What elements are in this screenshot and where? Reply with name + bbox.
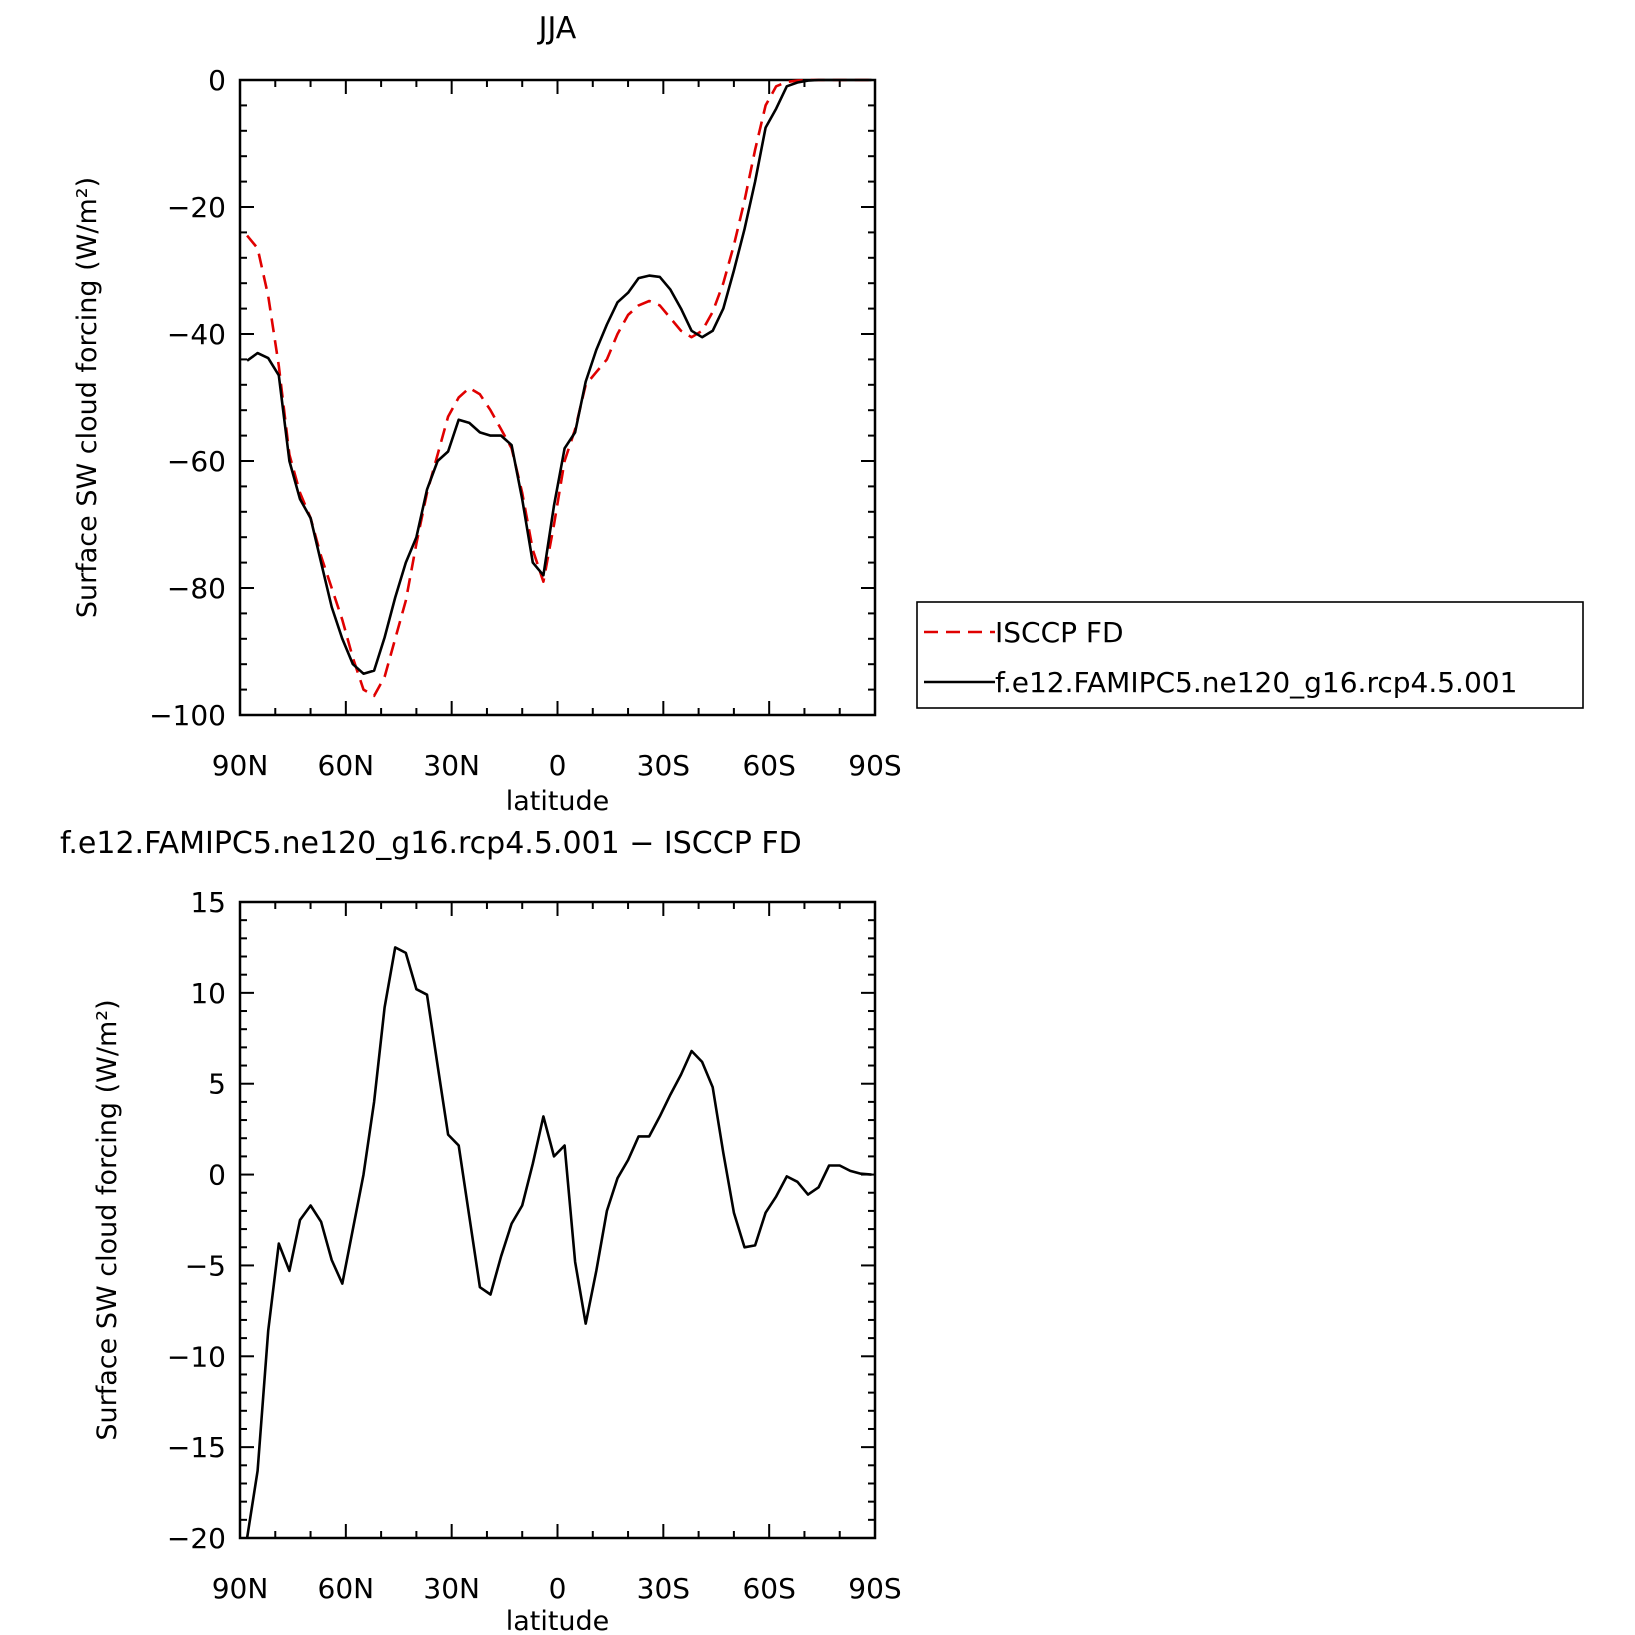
legend-label: f.e12.FAMIPC5.ne120_g16.rcp4.5.001 xyxy=(995,666,1517,699)
x-tick-label: 0 xyxy=(549,749,567,782)
y-tick-label: 5 xyxy=(208,1068,226,1101)
y-tick-label: −5 xyxy=(185,1249,226,1282)
x-tick-label: 0 xyxy=(549,1572,567,1605)
series-line-isccp-fd xyxy=(246,78,872,698)
x-tick-label: 60S xyxy=(742,749,795,782)
x-tick-label: 60N xyxy=(318,749,375,782)
y-axis-title: Surface SW cloud forcing (W/m²) xyxy=(92,999,123,1440)
series-line-f-e12-famipc5-ne120-g16-rcp4-5-001 xyxy=(246,78,872,676)
plot-frame xyxy=(238,900,877,1540)
y-tick-label: −60 xyxy=(167,445,226,478)
x-tick-label: 90N xyxy=(212,1572,269,1605)
y-tick-label: −20 xyxy=(167,1522,226,1555)
x-tick-label: 30N xyxy=(423,1572,480,1605)
x-tick-label: 90N xyxy=(212,749,269,782)
y-tick-label: −100 xyxy=(149,699,226,732)
top-panel-jja: JJA 90N 60N 30N 0 30S 60S 90S 0 −20 −40 −60 −80 −100 l… xyxy=(72,11,1584,817)
x-tick-label: 90S xyxy=(848,749,901,782)
y-tick-label: 10 xyxy=(190,977,226,1010)
x-tick-label: 90S xyxy=(848,1572,901,1605)
y-tick-label: −80 xyxy=(167,572,226,605)
y-tick-label: −40 xyxy=(167,318,226,351)
y-tick-label: −10 xyxy=(167,1340,226,1373)
y-axis-title: Surface SW cloud forcing (W/m²) xyxy=(72,177,103,618)
y-tick-label: 0 xyxy=(208,64,226,97)
chart-title: f.e12.FAMIPC5.ne120_g16.rcp4.5.001 − ISC… xyxy=(60,826,802,861)
y-tick-label: 0 xyxy=(208,1159,226,1192)
chart-title: JJA xyxy=(537,11,577,46)
x-tick-label: 60S xyxy=(742,1572,795,1605)
x-axis-title: latitude xyxy=(506,786,610,817)
y-tick-label: −20 xyxy=(167,191,226,224)
legend-label: ISCCP FD xyxy=(995,616,1124,649)
y-tick-label: 15 xyxy=(190,886,226,919)
x-axis-title: latitude xyxy=(506,1606,610,1635)
x-tick-label: 30S xyxy=(637,1572,690,1605)
x-tick-label: 30N xyxy=(423,749,480,782)
x-tick-label: 60N xyxy=(318,1572,375,1605)
x-tick-label: 30S xyxy=(637,749,690,782)
legend-box xyxy=(916,601,1584,709)
y-tick-label: −15 xyxy=(167,1431,226,1464)
bottom-panel-difference: f.e12.FAMIPC5.ne120_g16.rcp4.5.001 − ISC… xyxy=(60,826,902,1635)
series-line-difference xyxy=(245,946,872,1539)
